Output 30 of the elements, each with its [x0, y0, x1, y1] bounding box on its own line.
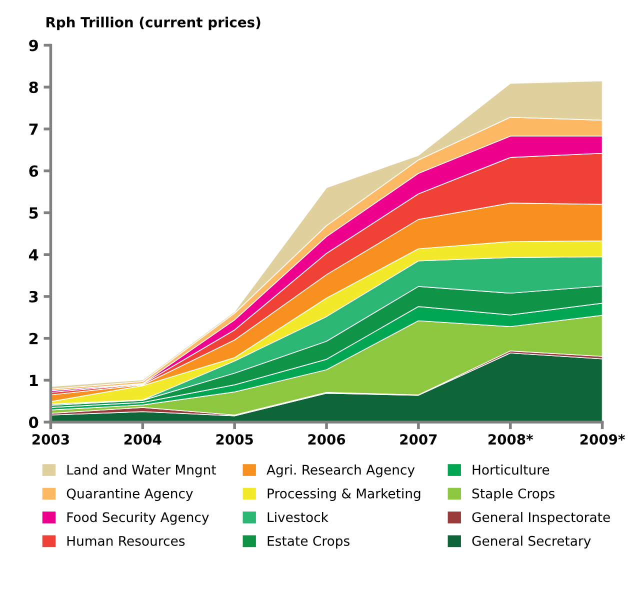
legend-label: Human Resources: [67, 536, 185, 546]
y-tick-label: 6: [29, 165, 38, 177]
x-tick-label: 2008*: [488, 434, 534, 445]
y-tick-label: 5: [29, 207, 38, 219]
y-tick-label: 1: [30, 374, 38, 386]
y-tick-label: 3: [29, 290, 38, 302]
legend-label: Land and Water Mngnt: [67, 464, 216, 478]
legend-label: Processing & Marketing: [268, 488, 420, 502]
legend-label: Horticulture: [472, 464, 550, 475]
legend-label: Food Security Agency: [67, 512, 209, 525]
legend-label: Staple Crops: [472, 488, 555, 502]
legend-label: General Inspectorate: [472, 512, 610, 525]
x-tick-label: 2004: [124, 434, 162, 445]
y-tick-label: 4: [28, 249, 38, 260]
x-tick-label: 2003: [32, 434, 69, 445]
x-tick-label: 2009*: [580, 434, 625, 445]
legend-label: Livestock: [268, 512, 328, 522]
y-tick-label: 8: [29, 82, 38, 94]
x-tick-label: 2007: [400, 434, 437, 445]
y-tick-label: 7: [29, 124, 38, 135]
x-tick-label: 2005: [216, 434, 253, 445]
legend-label: General Secretary: [472, 536, 591, 548]
legend-label: Quarantine Agency: [66, 488, 193, 502]
legend-label: Agri. Research Agency: [266, 464, 415, 478]
y-axis-title: Rph Trillion (current prices): [46, 16, 260, 30]
y-tick-label: 9: [29, 40, 38, 52]
y-tick-label: 2: [29, 332, 38, 344]
legend-label: Estate Crops: [268, 536, 350, 548]
x-tick-label: 2006: [308, 434, 346, 445]
y-tick-label: 0: [29, 416, 38, 428]
